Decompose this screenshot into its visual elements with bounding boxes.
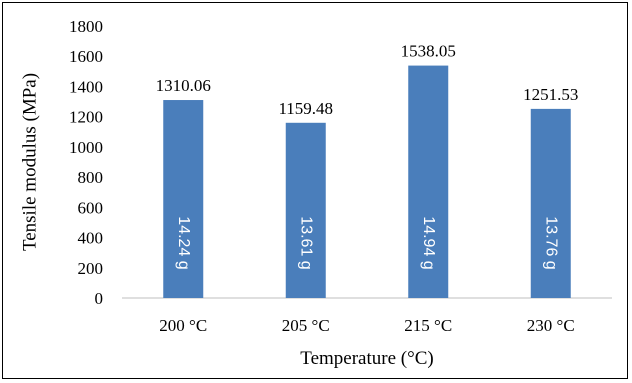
x-tick-label: 230 °C	[527, 316, 575, 335]
y-tick-label: 800	[78, 168, 104, 187]
bar	[408, 65, 449, 298]
bar-mass-annotation: 14.24 g	[175, 216, 192, 269]
y-axis-title: Tensile modulus (MPa)	[20, 73, 41, 251]
x-tick-label: 215 °C	[404, 316, 452, 335]
bar-mass-annotation: 13.76 g	[542, 216, 559, 269]
y-tick-labels: 0 200 400 600 800 1000 1200 1400 1600 1800	[69, 17, 103, 308]
x-tick-label: 205 °C	[282, 316, 330, 335]
bar	[530, 108, 571, 298]
y-tick-label: 400	[78, 229, 104, 248]
bar-mass-annotation: 13.61 g	[297, 216, 314, 269]
y-tick-label: 1400	[69, 77, 103, 96]
y-tick-label: 1600	[69, 47, 103, 66]
bar	[285, 122, 326, 298]
y-tick-label: 600	[78, 198, 104, 217]
bar-mass-annotation: 14.94 g	[420, 216, 437, 269]
bar-value-label: 1538.05	[401, 42, 456, 61]
bar-value-label: 1310.06	[156, 76, 211, 95]
y-tick-label: 1800	[69, 17, 103, 36]
x-tick-labels: 200 °C 205 °C 215 °C 230 °C	[159, 316, 574, 335]
y-tick-label: 1200	[69, 108, 103, 127]
x-axis-title: Temperature (°C)	[300, 348, 433, 369]
bar	[163, 100, 204, 299]
bar-value-label: 1251.53	[523, 85, 578, 104]
y-tick-label: 200	[78, 259, 104, 278]
x-tick-label: 200 °C	[159, 316, 207, 335]
bar-value-label: 1159.48	[278, 99, 333, 118]
y-tick-label: 0	[95, 289, 104, 308]
bars: 1310.06 14.24 g 1159.48 13.61 g 1538.05 14.94…	[156, 42, 578, 299]
y-tick-label: 1000	[69, 138, 103, 157]
